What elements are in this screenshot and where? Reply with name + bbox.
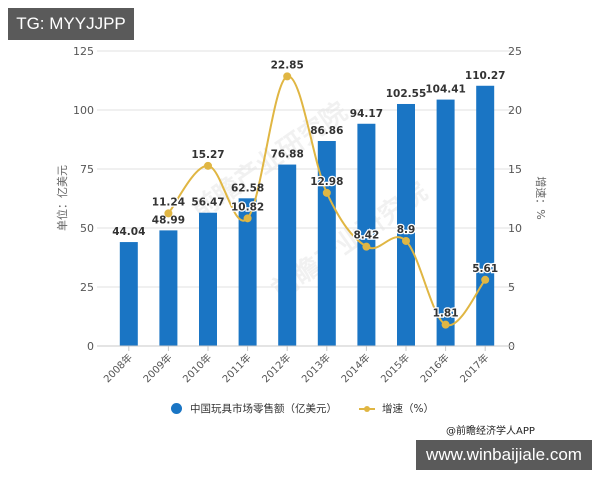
growth-line — [167, 75, 486, 327]
bar[interactable] — [159, 230, 178, 346]
bar[interactable] — [317, 141, 336, 346]
right-tick-label: 15 — [508, 163, 522, 176]
bar-value-label: 86.86 — [310, 125, 343, 137]
growth-value-label: 15.27 — [191, 149, 224, 161]
x-tick-label: 2012年 — [259, 351, 293, 385]
left-tick-label: 50 — [80, 222, 94, 235]
growth-point[interactable] — [402, 236, 410, 245]
x-tick-label: 2008年 — [101, 351, 135, 385]
bar[interactable] — [238, 198, 257, 346]
top-badge: TG: MYYJJPP — [8, 8, 134, 40]
growth-value-label: 8.9 — [397, 224, 416, 236]
growth-point[interactable] — [204, 161, 212, 170]
bar-value-label: 44.04 — [112, 226, 145, 238]
right-axis-ticks: 0510152025 — [508, 45, 522, 353]
bottom-badge: www.winbaijiale.com — [416, 440, 592, 470]
growth-point[interactable] — [283, 72, 292, 81]
x-tick-label: 2016年 — [417, 351, 451, 385]
right-tick-label: 5 — [508, 281, 515, 294]
source-credit: @前瞻经济学人APP — [446, 426, 535, 437]
growth-point[interactable] — [441, 320, 450, 329]
bar-value-label: 62.58 — [231, 182, 264, 194]
right-axis-label: 增速：% — [534, 176, 548, 219]
growth-value-label: 1.81 — [433, 308, 459, 320]
growth-value-label: 5.61 — [472, 263, 498, 275]
bar-legend-marker-icon — [171, 403, 182, 414]
growth-point[interactable] — [164, 209, 173, 218]
legend-line-label: 增速（%） — [382, 403, 434, 415]
bar[interactable] — [199, 212, 217, 346]
bar-series — [119, 85, 495, 347]
bar[interactable] — [278, 164, 297, 346]
line-legend-marker-icon — [359, 405, 375, 412]
growth-point[interactable] — [362, 242, 371, 251]
x-tick-label: 2010年 — [180, 351, 214, 385]
growth-value-label: 10.82 — [231, 201, 264, 213]
left-axis-ticks: 0 25 50 75 100 125 — [73, 45, 94, 353]
left-tick-label: 0 — [87, 340, 94, 353]
legend: 中国玩具市场零售额（亿美元） 增速（%） — [171, 401, 456, 416]
bar-value-label: 104.41 — [425, 84, 466, 96]
x-tick-label: 2009年 — [140, 351, 174, 385]
growth-value-label: 8.42 — [353, 230, 379, 242]
growth-value-label: 11.24 — [152, 196, 185, 208]
bar[interactable] — [119, 242, 138, 346]
x-tick-label: 2017年 — [457, 351, 491, 385]
growth-point[interactable] — [243, 214, 252, 223]
right-tick-label: 20 — [508, 104, 522, 117]
legend-bar-label: 中国玩具市场零售额（亿美元） — [190, 403, 337, 415]
bar[interactable] — [436, 99, 455, 346]
bar[interactable] — [397, 103, 415, 347]
bar[interactable] — [476, 85, 495, 346]
left-axis-label: 单位：亿美元 — [55, 165, 69, 231]
bar[interactable] — [357, 123, 376, 347]
growth-value-label: 12.98 — [310, 176, 343, 188]
left-tick-label: 25 — [80, 281, 94, 294]
x-tick-label: 2011年 — [219, 351, 253, 385]
data-labels: 44.04 48.99 56.47 62.58 76.88 86.86 94.17102.5… — [112, 58, 506, 321]
right-tick-label: 25 — [508, 45, 522, 58]
x-tick-label: 2015年 — [378, 351, 412, 385]
growth-line-series — [164, 72, 490, 329]
bar-value-label: 56.47 — [191, 197, 224, 209]
left-tick-label: 75 — [80, 163, 94, 176]
right-tick-label: 10 — [508, 222, 522, 235]
bar-value-label: 110.27 — [465, 70, 506, 82]
bar-value-label: 76.88 — [271, 149, 304, 161]
legend-item-line[interactable]: 增速（%） — [359, 401, 434, 416]
x-tick-label: 2013年 — [299, 351, 333, 385]
growth-point[interactable] — [481, 275, 490, 284]
x-axis: 2008年 2009年 2010年 2011年 2012年 2013年 2014年 2015年… — [97, 345, 515, 385]
bar-value-label: 48.99 — [152, 214, 185, 226]
x-tick-label: 2014年 — [338, 351, 372, 385]
growth-point[interactable] — [322, 188, 331, 197]
growth-value-label: 22.85 — [271, 59, 304, 71]
bar-value-label: 102.55 — [386, 88, 427, 100]
legend-item-bar[interactable]: 中国玩具市场零售额（亿美元） — [171, 401, 337, 416]
left-tick-label: 125 — [73, 45, 94, 58]
bar-value-label: 94.17 — [350, 108, 383, 120]
left-tick-label: 100 — [73, 104, 94, 117]
